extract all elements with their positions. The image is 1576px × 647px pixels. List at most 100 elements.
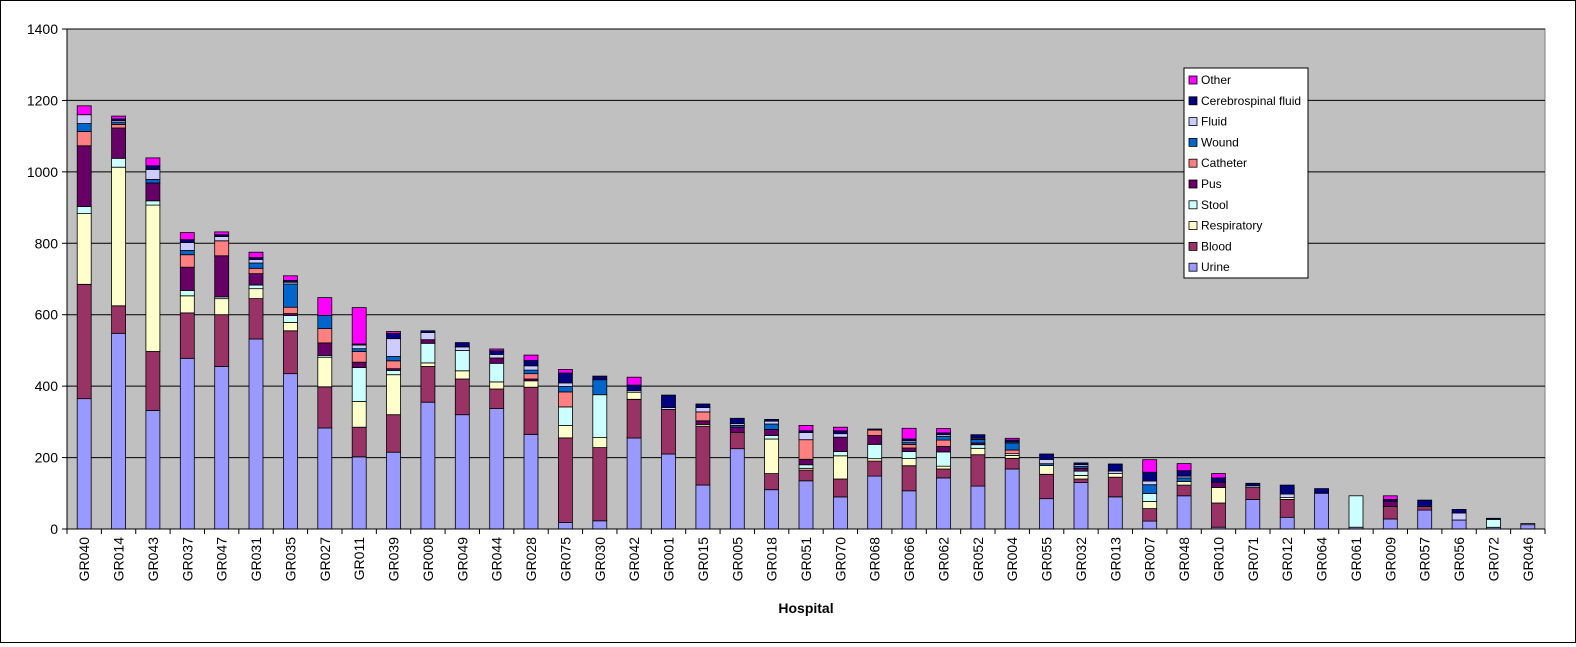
bar-segment-blood: [1107, 476, 1123, 498]
bar-segment-respiratory: [282, 322, 298, 332]
bar-segment-wound: [764, 423, 779, 430]
bar-stack-GR056: [1451, 508, 1467, 530]
legend-item: Other: [1188, 73, 1231, 87]
bar-segment-other: [1211, 473, 1226, 479]
bar-segment-stool: [1073, 470, 1089, 476]
legend-item: Blood: [1188, 239, 1232, 253]
x-tick-label: GR043: [145, 537, 161, 582]
bar-stack-GR046: [1520, 523, 1536, 530]
bar-segment-blood: [1417, 506, 1433, 511]
bar-segment-other: [179, 232, 195, 241]
bar-segment-respiratory: [489, 381, 505, 390]
bar-segment-wound: [1142, 484, 1158, 495]
bar-segment-fluid: [489, 353, 505, 359]
x-tick-label: GR009: [1382, 537, 1398, 582]
bar-segment-other: [833, 426, 848, 432]
bar-segment-catheter: [867, 429, 883, 436]
bar-segment-stool: [351, 367, 367, 402]
bar-segment-blood: [1073, 478, 1089, 483]
bar-segment-fluid: [248, 258, 264, 264]
bar-segment-blood: [1004, 457, 1020, 470]
bar-stack-GR055: [1039, 453, 1054, 530]
bar-segment-urine: [798, 480, 814, 530]
bar-stack-GR043: [145, 157, 161, 530]
bar-segment-urine: [420, 401, 436, 530]
x-tick-label: GR049: [454, 537, 470, 582]
bar-stack-GR009: [1382, 495, 1398, 530]
bar-segment-catheter: [798, 439, 814, 460]
bar-segment-fluid: [386, 338, 401, 357]
bar-segment-cerebrospinal-fluid: [145, 165, 161, 170]
bar-segment-other: [386, 331, 401, 334]
bar-segment-blood: [282, 330, 298, 375]
bar-segment-urine: [1107, 496, 1123, 530]
bar-segment-cerebrospinal-fluid: [867, 428, 883, 431]
bar-segment-respiratory: [179, 295, 195, 314]
bar-segment-other: [1142, 459, 1158, 473]
bar-stack-GR052: [970, 434, 986, 530]
bar-stack-GR030: [592, 375, 608, 530]
bar-segment-blood: [454, 378, 470, 416]
bar-segment-stool: [936, 451, 951, 467]
bars: [76, 105, 1536, 530]
x-tick-label: GR015: [695, 537, 711, 582]
bar-stack-GR071: [1245, 482, 1261, 530]
legend-label: Pus: [1201, 177, 1222, 191]
bar-segment-stool: [489, 362, 505, 383]
bar-segment-fluid: [145, 168, 161, 180]
bar-stack-GR042: [626, 376, 642, 530]
bar-segment-urine: [76, 398, 92, 530]
bar-segment-respiratory: [214, 298, 230, 316]
legend-swatch: [1188, 96, 1198, 106]
bar-segment-stool: [1486, 519, 1501, 528]
bar-segment-pus: [179, 266, 195, 291]
bar-segment-other: [1382, 495, 1398, 500]
bar-segment-respiratory: [970, 447, 986, 456]
bar-segment-other: [901, 427, 917, 440]
bar-segment-pus: [901, 447, 917, 452]
bar-stack-GR068: [867, 428, 883, 530]
bar-segment-urine: [523, 433, 539, 530]
bar-stack-GR007: [1142, 459, 1158, 530]
y-tick-label: 0: [50, 521, 58, 537]
legend-swatch: [1188, 262, 1198, 272]
bar-segment-pus: [1073, 467, 1089, 472]
bar-segment-wound: [145, 178, 161, 184]
bar-segment-urine: [867, 475, 883, 530]
bar-segment-catheter: [76, 131, 92, 147]
bar-segment-other: [523, 354, 539, 361]
bar-segment-respiratory: [901, 458, 917, 467]
bar-segment-other: [798, 424, 814, 432]
bar-segment-urine: [1417, 509, 1433, 530]
bar-segment-wound: [558, 386, 573, 393]
bar-segment-fluid: [695, 407, 711, 413]
bar-segment-pus: [351, 361, 367, 369]
bar-segment-pus: [317, 342, 333, 356]
bar-segment-respiratory: [1176, 481, 1192, 486]
bar-segment-cerebrospinal-fluid: [420, 330, 436, 333]
bar-segment-urine: [970, 485, 986, 530]
bar-segment-blood: [1039, 473, 1054, 500]
bar-stack-GR039: [386, 331, 401, 530]
bar-stack-GR051: [798, 424, 814, 530]
bar-stack-GR032: [1073, 462, 1089, 530]
bar-segment-pus: [764, 428, 779, 436]
bar-segment-other: [1004, 437, 1020, 441]
bar-segment-urine: [351, 456, 367, 530]
bar-segment-pus: [420, 339, 436, 344]
bar-stack-GR031: [248, 251, 264, 530]
x-tick-label: GR037: [179, 537, 195, 582]
bar-stack-GR047: [214, 231, 230, 530]
bar-stack-GR035: [282, 275, 298, 530]
bar-segment-cerebrospinal-fluid: [1245, 482, 1261, 487]
bar-segment-stool: [867, 443, 883, 460]
bar-segment-other: [1176, 463, 1192, 472]
bar-segment-catheter: [214, 240, 230, 257]
bar-segment-blood: [1382, 506, 1398, 520]
bar-segment-cerebrospinal-fluid: [179, 239, 195, 243]
x-tick-label: GR012: [1279, 537, 1295, 582]
bar-segment-pus: [833, 436, 848, 452]
bar-segment-other: [317, 297, 333, 316]
bar-stack-GR070: [833, 426, 848, 530]
bar-segment-urine: [936, 477, 951, 530]
